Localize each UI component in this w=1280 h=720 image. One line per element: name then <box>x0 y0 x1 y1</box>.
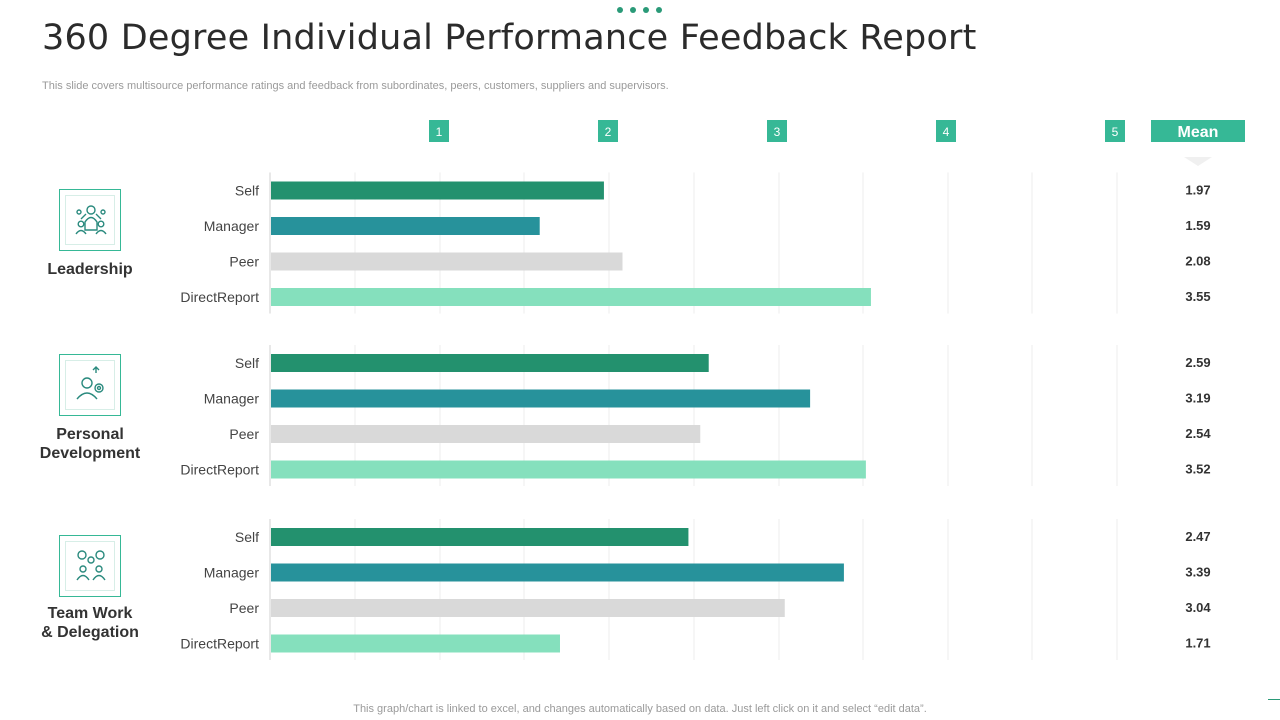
scale-chip-5: 5 <box>1105 120 1125 142</box>
row-label: Peer <box>229 426 259 442</box>
bar-2-peer <box>271 599 785 617</box>
mean-value: 1.59 <box>1185 218 1210 233</box>
mean-value: 3.55 <box>1185 289 1210 304</box>
page-subtitle: This slide covers multisource performanc… <box>42 80 669 92</box>
mean-value: 2.08 <box>1185 254 1210 269</box>
scale-chip-4: 4 <box>936 120 956 142</box>
bar-1-directreport <box>271 460 866 479</box>
category-label: Leadership <box>47 261 133 278</box>
row-label: Peer <box>229 600 259 616</box>
scale-chip-bg <box>598 120 618 142</box>
scale-chip-label: 4 <box>943 125 950 139</box>
row-label: DirectReport <box>180 636 259 652</box>
row-label: DirectReport <box>180 462 259 478</box>
mean-value: 3.39 <box>1185 565 1210 580</box>
mean-value: 1.71 <box>1185 636 1210 651</box>
scale-chip-bg <box>936 120 956 142</box>
scale-chip-label: 5 <box>1112 125 1119 139</box>
bar-2-manager <box>271 563 844 582</box>
row-label: Self <box>235 529 259 545</box>
row-label: Manager <box>204 391 260 407</box>
bar-2-directreport <box>271 634 560 653</box>
category-label: Personal Development <box>39 426 141 462</box>
bar-1-manager <box>271 389 811 408</box>
scale-chip-3: 3 <box>767 120 787 142</box>
mean-value: 3.52 <box>1185 462 1210 477</box>
scale-chip-label: 3 <box>774 125 781 139</box>
bar-0-peer <box>271 252 623 271</box>
slide-dots-decoration <box>617 7 662 13</box>
row-label: Manager <box>204 565 260 581</box>
bar-0-manager <box>271 217 540 235</box>
person-gear-growth-icon <box>59 354 121 416</box>
mean-value: 2.47 <box>1185 529 1210 544</box>
bar-2-self <box>271 528 689 546</box>
bar-0-directreport <box>271 288 871 306</box>
category-label: Team Work & Delegation <box>41 605 139 641</box>
scale-chip-label: 1 <box>436 125 443 139</box>
mean-value: 3.19 <box>1185 391 1210 406</box>
footnote: This graph/chart is linked to excel, and… <box>353 703 927 715</box>
scale-chip-label: 2 <box>605 125 612 139</box>
team-gears-icon <box>59 535 121 597</box>
scale-chip-1: 1 <box>429 120 449 142</box>
row-label: Self <box>235 355 259 371</box>
mean-pointer-shape <box>1184 157 1212 166</box>
bar-1-peer <box>271 425 701 443</box>
scale-chip-bg <box>767 120 787 142</box>
bar-0-self <box>271 181 604 200</box>
row-label: Manager <box>204 218 260 234</box>
scale-chip-bg <box>1105 120 1125 142</box>
leadership-team-icon <box>59 189 121 251</box>
corner-accent-line <box>1268 699 1280 700</box>
row-label: DirectReport <box>180 289 259 305</box>
mean-value: 2.59 <box>1185 355 1210 370</box>
mean-value: 1.97 <box>1185 183 1210 198</box>
scale-chip-bg <box>429 120 449 142</box>
bar-1-self <box>271 354 709 372</box>
row-label: Peer <box>229 254 259 270</box>
row-label: Self <box>235 183 259 199</box>
mean-header-bg <box>1151 120 1245 142</box>
mean-header-label: Mean <box>1178 124 1219 141</box>
mean-value: 3.04 <box>1185 600 1211 615</box>
mean-value: 2.54 <box>1185 426 1211 441</box>
feedback-bar-chart: 1 2 3 4 5 Mean Self 1.97 Manager 1.59 Peer 2.08 Dire… <box>180 120 1245 660</box>
scale-chip-2: 2 <box>598 120 618 142</box>
page-title: 360 Degree Individual Performance Feedba… <box>42 18 977 58</box>
